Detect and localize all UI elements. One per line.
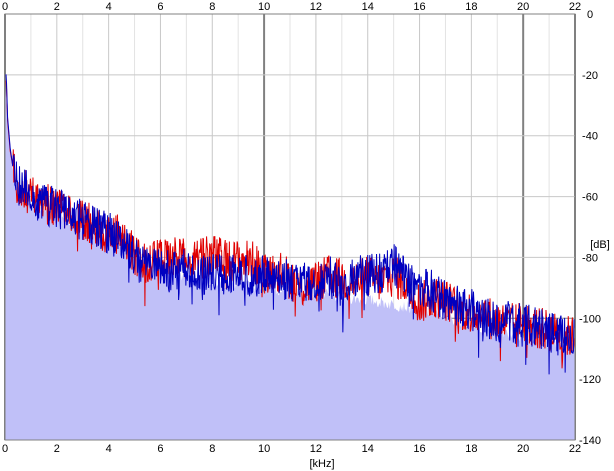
- x-tick-label-top: 4: [106, 1, 112, 13]
- x-tick-label-top: 2: [54, 1, 60, 13]
- y-tick-label: -100: [579, 313, 601, 325]
- x-tick-label-bottom: 10: [258, 443, 270, 455]
- y-tick-labels: 0 -20 -40 -60 -80 -100 -120 -140: [579, 9, 601, 447]
- x-tick-labels-bottom: 0 2 4 6 8 10 12 14 16 18 20 22: [2, 443, 581, 455]
- spectrum-fill-layer: [5, 79, 575, 440]
- x-tick-label-bottom: 0: [2, 443, 8, 455]
- y-tick-label: -40: [582, 131, 598, 143]
- y-tick-label: -60: [582, 192, 598, 204]
- y-tick-label: -120: [579, 374, 601, 386]
- x-tick-label-top: 8: [209, 1, 215, 13]
- y-tick-label: -80: [582, 252, 598, 264]
- plot-frame: [4, 13, 576, 441]
- spectrum-fill: [5, 79, 575, 440]
- series-layer: [5, 74, 576, 375]
- plot-border: [4, 13, 576, 441]
- x-tick-label-bottom: 14: [362, 443, 374, 455]
- x-tick-label-top: 22: [569, 1, 581, 13]
- x-tick-label-bottom: 20: [517, 443, 529, 455]
- x-tick-label-bottom: 4: [106, 443, 112, 455]
- x-tick-label-top: 6: [157, 1, 163, 13]
- x-tick-label-top: 16: [413, 1, 425, 13]
- x-tick-label-bottom: 8: [209, 443, 215, 455]
- series-line-blue: [5, 74, 576, 375]
- x-tick-label-bottom: 22: [569, 443, 581, 455]
- x-tick-label-top: 20: [517, 1, 529, 13]
- x-tick-label-bottom: 18: [465, 443, 477, 455]
- x-axis-label: [kHz]: [309, 458, 334, 470]
- y-tick-label: -20: [582, 70, 598, 82]
- x-tick-label-top: 10: [258, 1, 270, 13]
- y-axis-label: [dB]: [590, 239, 610, 251]
- y-tick-label: -140: [579, 435, 601, 447]
- x-tick-label-bottom: 16: [413, 443, 425, 455]
- x-tick-label-bottom: 2: [54, 443, 60, 455]
- x-tick-label-bottom: 6: [157, 443, 163, 455]
- y-tick-label: 0: [587, 9, 593, 21]
- x-tick-label-top: 18: [465, 1, 477, 13]
- x-tick-label-top: 0: [2, 1, 8, 13]
- x-tick-label-bottom: 12: [310, 443, 322, 455]
- x-tick-label-top: 14: [362, 1, 374, 13]
- x-tick-labels-top: 0 2 4 6 8 10 12 14 16 18 20 22: [2, 1, 581, 13]
- x-tick-label-top: 12: [310, 1, 322, 13]
